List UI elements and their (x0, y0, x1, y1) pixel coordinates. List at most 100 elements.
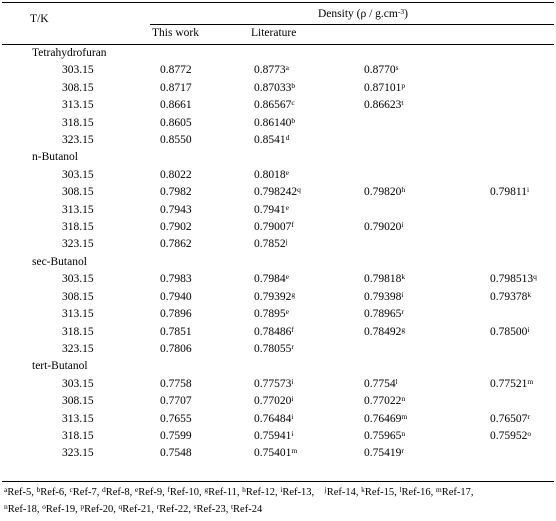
literature-cell: 0.78965r (354, 306, 464, 323)
this-work-cell: 0.7983 (160, 273, 192, 286)
group-name: n-Butanol (32, 151, 78, 164)
literature-cell (464, 393, 554, 410)
this-work-cell: 0.7943 (160, 203, 192, 216)
top-rule (2, 2, 554, 3)
literature-cell (464, 236, 554, 253)
footnote-text: Ref-16, (401, 487, 436, 498)
temperature-cell: 313.15 (62, 412, 94, 425)
this-work-cell: 0.8550 (160, 134, 192, 147)
this-work-cell: 0.7548 (160, 447, 192, 460)
literature-cell: 0.798513q (464, 271, 554, 288)
table-row: 313.15 0.8661 0.86567c 0.86623t (2, 97, 554, 114)
reference-marker: i (526, 185, 530, 195)
this-work-cell: 0.7940 (160, 290, 192, 303)
footnotes: aRef-5, bRef-6, cRef-7, dRef-8, eRef-9, … (4, 484, 554, 518)
this-work-cell: 0.7902 (160, 221, 192, 234)
reference-marker: i (291, 411, 294, 421)
literature-value: 0.78965 (364, 308, 402, 321)
literature-cell: 0.78055r (244, 341, 354, 358)
literature-cell (464, 341, 554, 358)
literature-cell (354, 115, 464, 132)
footnote-marker: h (242, 485, 246, 494)
reference-marker: e (285, 307, 289, 317)
table-row: 303.15 0.7983 0.7984e 0.79818k 0.798513q (2, 271, 554, 288)
this-work-cell: 0.8661 (160, 99, 192, 112)
footnote-text: Ref-8, (105, 487, 135, 498)
literature-value: 0.7895 (254, 308, 286, 321)
reference-marker: f (291, 220, 294, 230)
reference-marker: m (401, 411, 408, 421)
literature-cell: 0.78500i (464, 324, 554, 341)
table-row: 318.15 0.8605 0.86140b (2, 115, 554, 132)
density-header-end: ) (404, 8, 408, 20)
this-work-cell: 0.7707 (160, 395, 192, 408)
footnote-text: Ref-15, (364, 487, 400, 498)
literature-cell: 0.77020i (244, 393, 354, 410)
literature-value: 0.78492 (364, 325, 402, 338)
literature-value: 0.7941 (254, 203, 286, 216)
temperature-cell: 318.15 (62, 221, 94, 234)
footnote-text: Ref-7, (72, 487, 102, 498)
literature-cell: 0.79020i (354, 219, 464, 236)
literature-value: 0.79818 (364, 273, 402, 286)
literature-value: 0.79378 (490, 290, 528, 303)
temperature-cell: 313.15 (62, 203, 94, 216)
this-work-cell: 0.7862 (160, 238, 192, 251)
footnote-marker: a (4, 485, 8, 494)
this-work-cell: 0.7655 (160, 412, 192, 425)
literature-value: 0.75419 (364, 447, 402, 460)
literature-value: 0.75401 (254, 447, 292, 460)
reference-marker: i (401, 289, 404, 299)
literature-cell (354, 341, 464, 358)
reference-marker: q (533, 272, 537, 282)
footnote-text: Ref-21, (122, 504, 157, 515)
literature-cell (464, 115, 554, 132)
reference-marker: i (291, 428, 294, 438)
footnote-text: Ref-22, (159, 504, 194, 515)
temperature-cell: 323.15 (62, 134, 94, 147)
literature-value: 0.77521 (490, 377, 528, 390)
footnote-marker: i (280, 485, 283, 494)
literature-cell: 0.7895e (244, 306, 354, 323)
literature-cell: 0.79820h (354, 184, 464, 201)
literature-cell: 0.8773a (244, 62, 354, 79)
literature-value: 0.7984 (254, 273, 286, 286)
density-table: Tetrahydrofuran 303.15 0.8772 0.8773a 0.8770… (2, 45, 554, 463)
literature-cell: 0.79007f (244, 219, 354, 236)
literature-cell: 0.7941e (244, 202, 354, 219)
reference-marker: i (527, 324, 530, 334)
table-row: 323.15 0.7862 0.7852j (2, 236, 554, 253)
literature-cell: 0.8770s (354, 62, 464, 79)
literature-value: 0.8018 (254, 168, 286, 181)
literature-cell: 0.78492g (354, 324, 464, 341)
footnote-text: Ref-14, (326, 487, 362, 498)
this-work-cell: 0.8772 (160, 64, 192, 77)
temperature-cell: 303.15 (62, 377, 94, 390)
table-row: 318.15 0.7902 0.79007f 0.79020i (2, 219, 554, 236)
reference-marker: a (285, 63, 289, 73)
literature-header: Literature (251, 27, 296, 39)
footnote-text: Ref-18, (7, 504, 43, 515)
footnote-text: Ref-23, (196, 504, 231, 515)
footnote-marker: b (36, 485, 41, 494)
temperature-cell: 323.15 (62, 238, 94, 251)
temperature-cell: 303.15 (62, 64, 94, 77)
literature-value: 0.79398 (364, 290, 402, 303)
footnote-text: Ref-10, (169, 487, 205, 498)
literature-value: 0.77020 (254, 395, 292, 408)
footnote-line-2: nRef-18, oRef-19, pRef-20, qRef-21, rRef… (4, 501, 554, 518)
literature-cell: 0.76484i (244, 411, 354, 428)
reference-marker: f (291, 324, 294, 334)
reference-marker: b (291, 115, 296, 125)
reference-marker: k (401, 272, 406, 282)
literature-cell (464, 132, 554, 149)
footnote-text: Ref-19, (45, 504, 81, 515)
reference-marker: m (527, 376, 534, 386)
literature-cell (464, 97, 554, 114)
footnote-marker: n (4, 502, 8, 511)
group-header-row: n-Butanol (2, 149, 554, 166)
reference-marker: p (401, 80, 406, 90)
footnote-marker: t (230, 502, 234, 511)
reference-marker: h (401, 185, 406, 195)
literature-cell: 0.86623t (354, 97, 464, 114)
